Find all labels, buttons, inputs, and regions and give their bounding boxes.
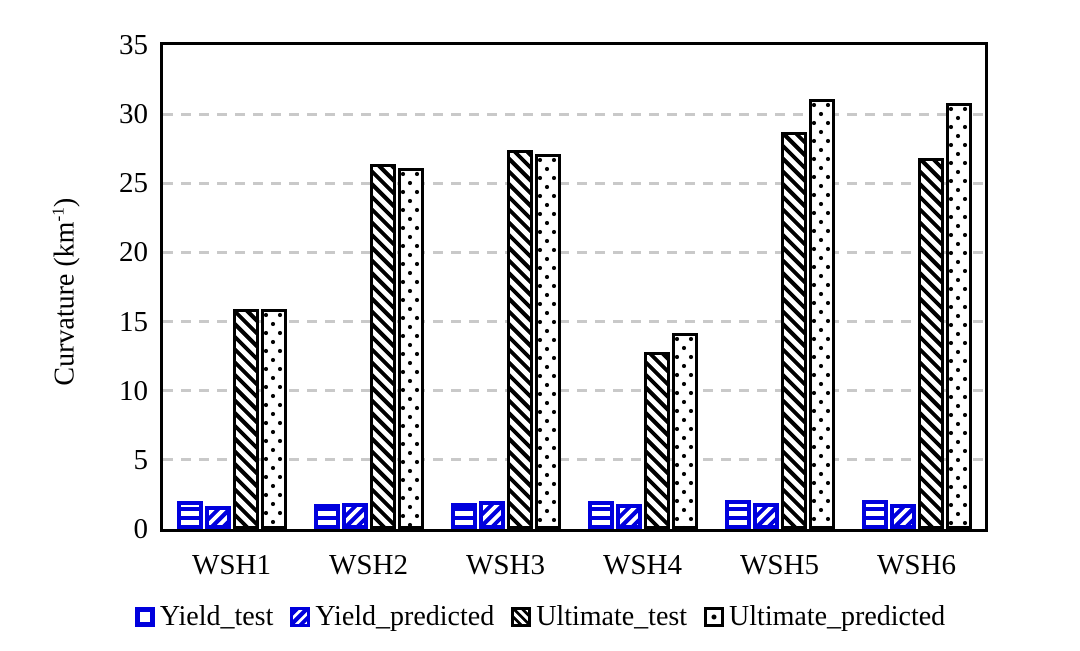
x-tick-label-WSH3: WSH3 [466,549,545,581]
y-axis-title-superscript: -1 [48,207,68,222]
y-tick-label: 20 [119,236,148,269]
bar-Yield_predicted-WSH2 [341,502,368,529]
gridline-y-25 [163,181,985,185]
y-axis-title: Curvature (km-1) [44,47,81,537]
bar-Ultimate_test-WSH6 [917,158,944,529]
legend-item-Yield_test: Yield_test [134,601,274,633]
y-axis-title-end: ) [49,197,81,208]
legend-label: Yield_test [159,601,274,632]
bar-Yield_predicted-WSH1 [204,505,231,529]
bar-Yield_test-WSH1 [176,501,203,529]
bar-Yield_test-WSH6 [861,499,888,529]
bar-Yield_test-WSH3 [450,502,477,529]
y-axis-title-main: Curvature (km [49,221,81,386]
bar-Yield_test-WSH4 [587,501,614,529]
legend-label: Yield_predicted [315,601,495,632]
y-tick-label: 30 [119,98,148,131]
y-tick-label: 15 [119,305,148,338]
legend-marker-diagonal-up-icon [290,607,311,627]
x-tick-label-WSH2: WSH2 [329,549,408,581]
legend-marker-dots-icon [704,607,725,627]
gridline-y-20 [163,250,985,254]
legend-item-Ultimate_test: Ultimate_test [511,601,687,633]
bar-Ultimate_predicted-WSH5 [808,98,835,529]
gridline-y-10 [163,389,985,393]
bar-Ultimate_test-WSH2 [369,163,396,529]
bar-Yield_predicted-WSH6 [889,504,916,529]
y-tick-label: 5 [133,443,149,476]
bar-Yield_predicted-WSH3 [478,501,505,529]
gridline-y-30 [163,112,985,116]
y-tick-label: 10 [119,374,148,407]
legend-marker-horizontal-stripes-icon [134,607,155,627]
bar-Ultimate_predicted-WSH1 [260,309,287,529]
bar-Ultimate_predicted-WSH3 [534,154,561,529]
x-tick-label-WSH4: WSH4 [603,549,682,581]
bar-Ultimate_test-WSH4 [643,352,670,529]
y-tick-label: 35 [119,29,148,61]
plot-inner [163,45,985,529]
legend-marker-diagonal-down-icon [511,607,532,627]
bar-Ultimate_test-WSH1 [232,309,259,529]
bar-Yield_test-WSH2 [313,504,340,529]
y-tick-label: 0 [133,513,149,545]
x-tick-label-WSH6: WSH6 [877,549,956,581]
bar-Yield_test-WSH5 [724,499,751,529]
gridline-y-5 [163,458,985,462]
bar-Ultimate_predicted-WSH6 [945,103,972,529]
x-tick-label-WSH5: WSH5 [740,549,819,581]
bar-Ultimate_predicted-WSH4 [671,332,698,529]
bar-Ultimate_test-WSH3 [506,150,533,529]
bar-Ultimate_predicted-WSH2 [397,168,424,529]
y-tick-label: 25 [119,167,148,200]
bar-Yield_predicted-WSH4 [615,504,642,529]
x-tick-label-WSH1: WSH1 [192,549,271,581]
legend-label: Ultimate_test [536,601,688,632]
plot-area [160,42,988,532]
legend-item-Yield_predicted: Yield_predicted [290,601,494,633]
gridline-y-15 [163,320,985,324]
legend-item-Ultimate_predicted: Ultimate_predicted [704,601,945,633]
legend: Yield_test Yield_predicted Ultimate_test Ul… [0,601,1080,633]
bar-Ultimate_test-WSH5 [780,132,807,529]
legend-label: Ultimate_predicted [729,601,946,632]
bar-Yield_predicted-WSH5 [752,502,779,529]
